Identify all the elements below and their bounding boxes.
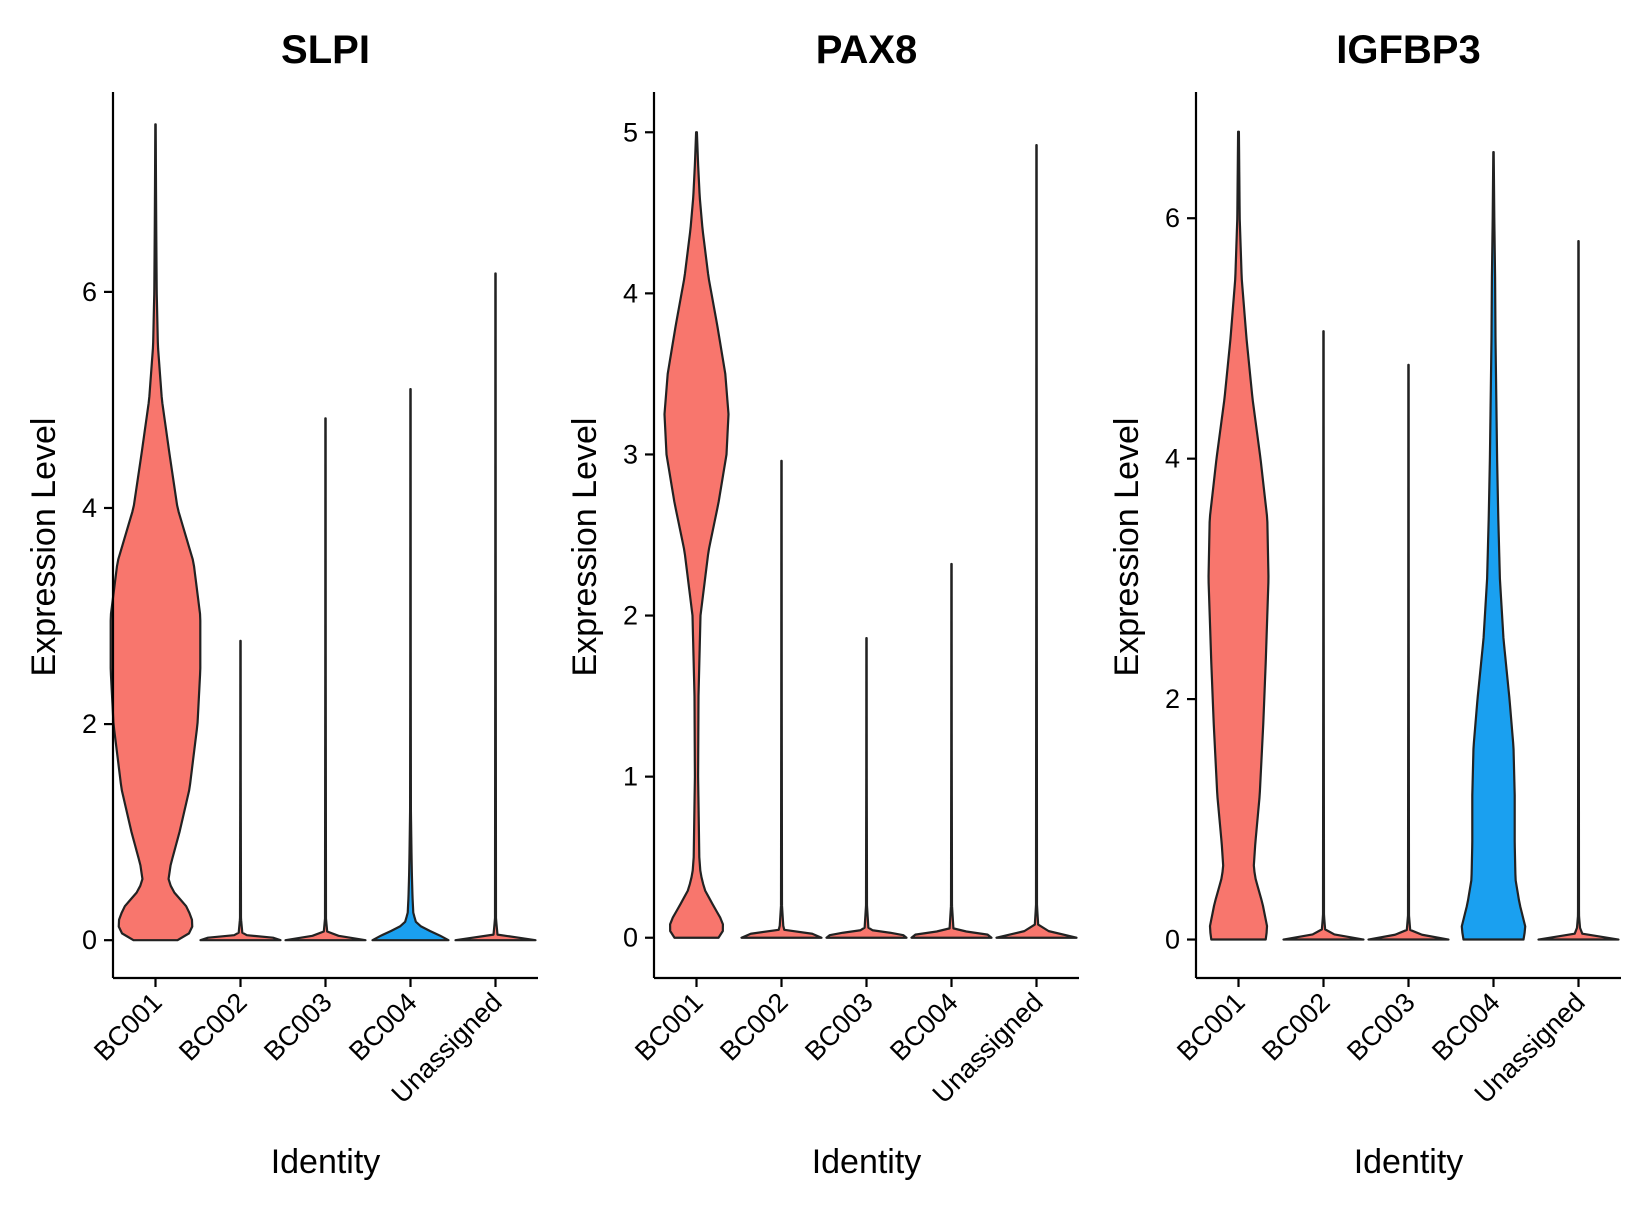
violin-igfbp3-bc002 [1282, 330, 1365, 941]
x-tick-label-igfbp3-bc002: BC002 [1256, 987, 1336, 1067]
y-axis-title-slpi: Expression Level [25, 418, 63, 677]
x-tick-label-slpi-bc002: BC002 [173, 987, 253, 1067]
y-axis-title-pax8: Expression Level [566, 418, 604, 677]
y-tick-label-slpi-2: 2 [82, 709, 97, 739]
violin-pax8-bc001 [663, 131, 730, 939]
y-axis-title-igfbp3: Expression Level [1108, 418, 1146, 677]
panel-title-igfbp3: IGFBP3 [1336, 28, 1480, 72]
y-tick-label-pax8-4: 4 [623, 278, 638, 308]
y-tick-label-pax8-2: 2 [623, 601, 638, 631]
x-axis-title-igfbp3: Identity [1354, 1143, 1464, 1181]
y-tick-label-pax8-3: 3 [623, 439, 638, 469]
x-tick-label-igfbp3-bc003: BC003 [1341, 987, 1421, 1067]
x-axis-title-pax8: Identity [812, 1143, 922, 1181]
y-tick-label-igfbp3-2: 2 [1165, 684, 1180, 714]
violin-pax8-bc003 [825, 637, 908, 939]
x-tick-label-pax8-bc001: BC001 [629, 987, 709, 1067]
panel-title-pax8: PAX8 [816, 28, 918, 72]
x-tick-label-igfbp3-bc001: BC001 [1171, 987, 1251, 1067]
x-tick-label-pax8-bc004: BC004 [884, 987, 964, 1067]
y-tick-label-igfbp3-6: 6 [1165, 203, 1180, 233]
violin-pax8-bc004 [910, 562, 993, 939]
y-tick-label-pax8-5: 5 [623, 117, 638, 147]
violin-igfbp3-unassigned [1537, 239, 1620, 941]
x-tick-label-slpi-bc004: BC004 [343, 987, 423, 1067]
violin-igfbp3-bc004 [1460, 151, 1527, 941]
violin-pax8-unassigned [995, 144, 1078, 939]
x-axis-title-slpi: Identity [271, 1143, 381, 1181]
violin-pax8-bc002 [740, 459, 823, 939]
violin-igfbp3-bc001 [1207, 130, 1270, 941]
y-tick-label-slpi-0: 0 [82, 925, 97, 955]
y-tick-label-slpi-4: 4 [82, 493, 97, 523]
x-tick-label-pax8-bc002: BC002 [714, 987, 794, 1067]
violin-slpi-bc004 [371, 388, 450, 942]
x-tick-label-pax8-bc003: BC003 [799, 987, 879, 1067]
violin-slpi-bc001 [109, 123, 202, 942]
y-tick-label-igfbp3-0: 0 [1165, 925, 1180, 955]
violin-slpi-bc003 [284, 417, 367, 942]
x-tick-label-slpi-bc001: BC001 [88, 987, 168, 1067]
y-tick-label-pax8-0: 0 [623, 923, 638, 953]
y-tick-label-slpi-6: 6 [82, 277, 97, 307]
x-tick-label-igfbp3-bc004: BC004 [1426, 987, 1506, 1067]
violin-slpi-unassigned [454, 272, 537, 942]
y-tick-label-pax8-1: 1 [623, 762, 638, 792]
panel-title-slpi: SLPI [281, 28, 370, 72]
x-tick-label-slpi-bc003: BC003 [258, 987, 338, 1067]
violin-igfbp3-bc003 [1367, 363, 1450, 941]
y-tick-label-igfbp3-4: 4 [1165, 444, 1180, 474]
violin-slpi-bc002 [199, 639, 282, 942]
